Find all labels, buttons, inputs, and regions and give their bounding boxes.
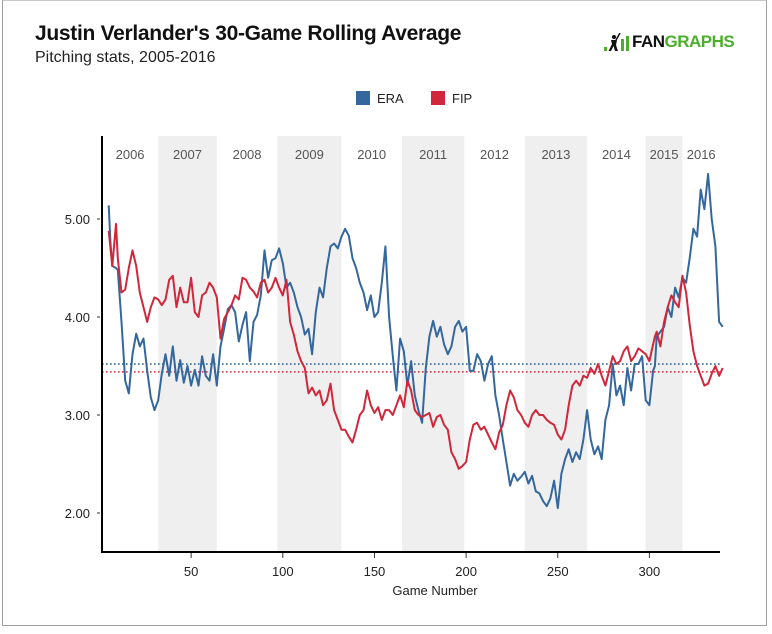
logo-text-fan: FAN: [632, 32, 665, 51]
year-label-2016: 2016: [687, 147, 716, 162]
logo-text-graphs: GRAPHS: [664, 32, 735, 51]
x-tick-label: 250: [547, 564, 569, 579]
year-label-2014: 2014: [602, 147, 631, 162]
year-label-2013: 2013: [541, 147, 570, 162]
y-tick-label: 3.00: [65, 408, 90, 423]
legend-swatch-era: [356, 91, 370, 105]
season-year-labels: 2006 2007 2008 2009 2010 2011 2012 2013 2014 2015…: [116, 147, 716, 162]
series-line-era: [107, 172, 724, 510]
legend-label-fip: FIP: [452, 91, 472, 106]
y-tick-label: 2.00: [65, 506, 90, 521]
year-label-2015: 2015: [650, 147, 679, 162]
y-tick-label: 5.00: [65, 212, 90, 227]
x-tick-label: 300: [639, 564, 661, 579]
fangraphs-logo: FAN GRAPHS: [604, 32, 735, 52]
x-tick-label: 150: [364, 564, 386, 579]
year-label-2010: 2010: [357, 147, 386, 162]
year-label-2009: 2009: [295, 147, 324, 162]
season-band-2015: [645, 136, 683, 552]
x-tick-label: 100: [272, 564, 294, 579]
season-band-2011: [401, 136, 465, 552]
legend-label-era: ERA: [377, 91, 404, 106]
legend: ERA FIP: [356, 91, 472, 106]
year-label-2006: 2006: [116, 147, 145, 162]
series-lines: [107, 172, 724, 510]
x-axis-title: Game Number: [392, 583, 478, 598]
year-label-2011: 2011: [419, 147, 447, 162]
chart-title: Justin Verlander's 30-Game Rolling Avera…: [35, 22, 462, 45]
y-tick-label: 4.00: [65, 310, 90, 325]
season-bands: [158, 136, 683, 552]
year-label-2008: 2008: [233, 147, 262, 162]
season-band-2013: [524, 136, 588, 552]
series-line-fip: [107, 222, 724, 470]
chart-frame: [2, 0, 767, 626]
chart-subtitle: Pitching stats, 2005-2016: [35, 49, 216, 66]
year-label-2007: 2007: [173, 147, 202, 162]
season-band-2007: [158, 136, 217, 552]
legend-swatch-fip: [431, 91, 445, 105]
batter-icon: [604, 32, 630, 51]
year-label-2012: 2012: [480, 147, 509, 162]
x-tick-label: 50: [184, 564, 198, 579]
season-band-2009: [277, 136, 342, 552]
x-tick-label: 200: [455, 564, 477, 579]
axes: 2.00 3.00 4.00 5.00 50 100 150 200 250 300: [65, 136, 720, 579]
